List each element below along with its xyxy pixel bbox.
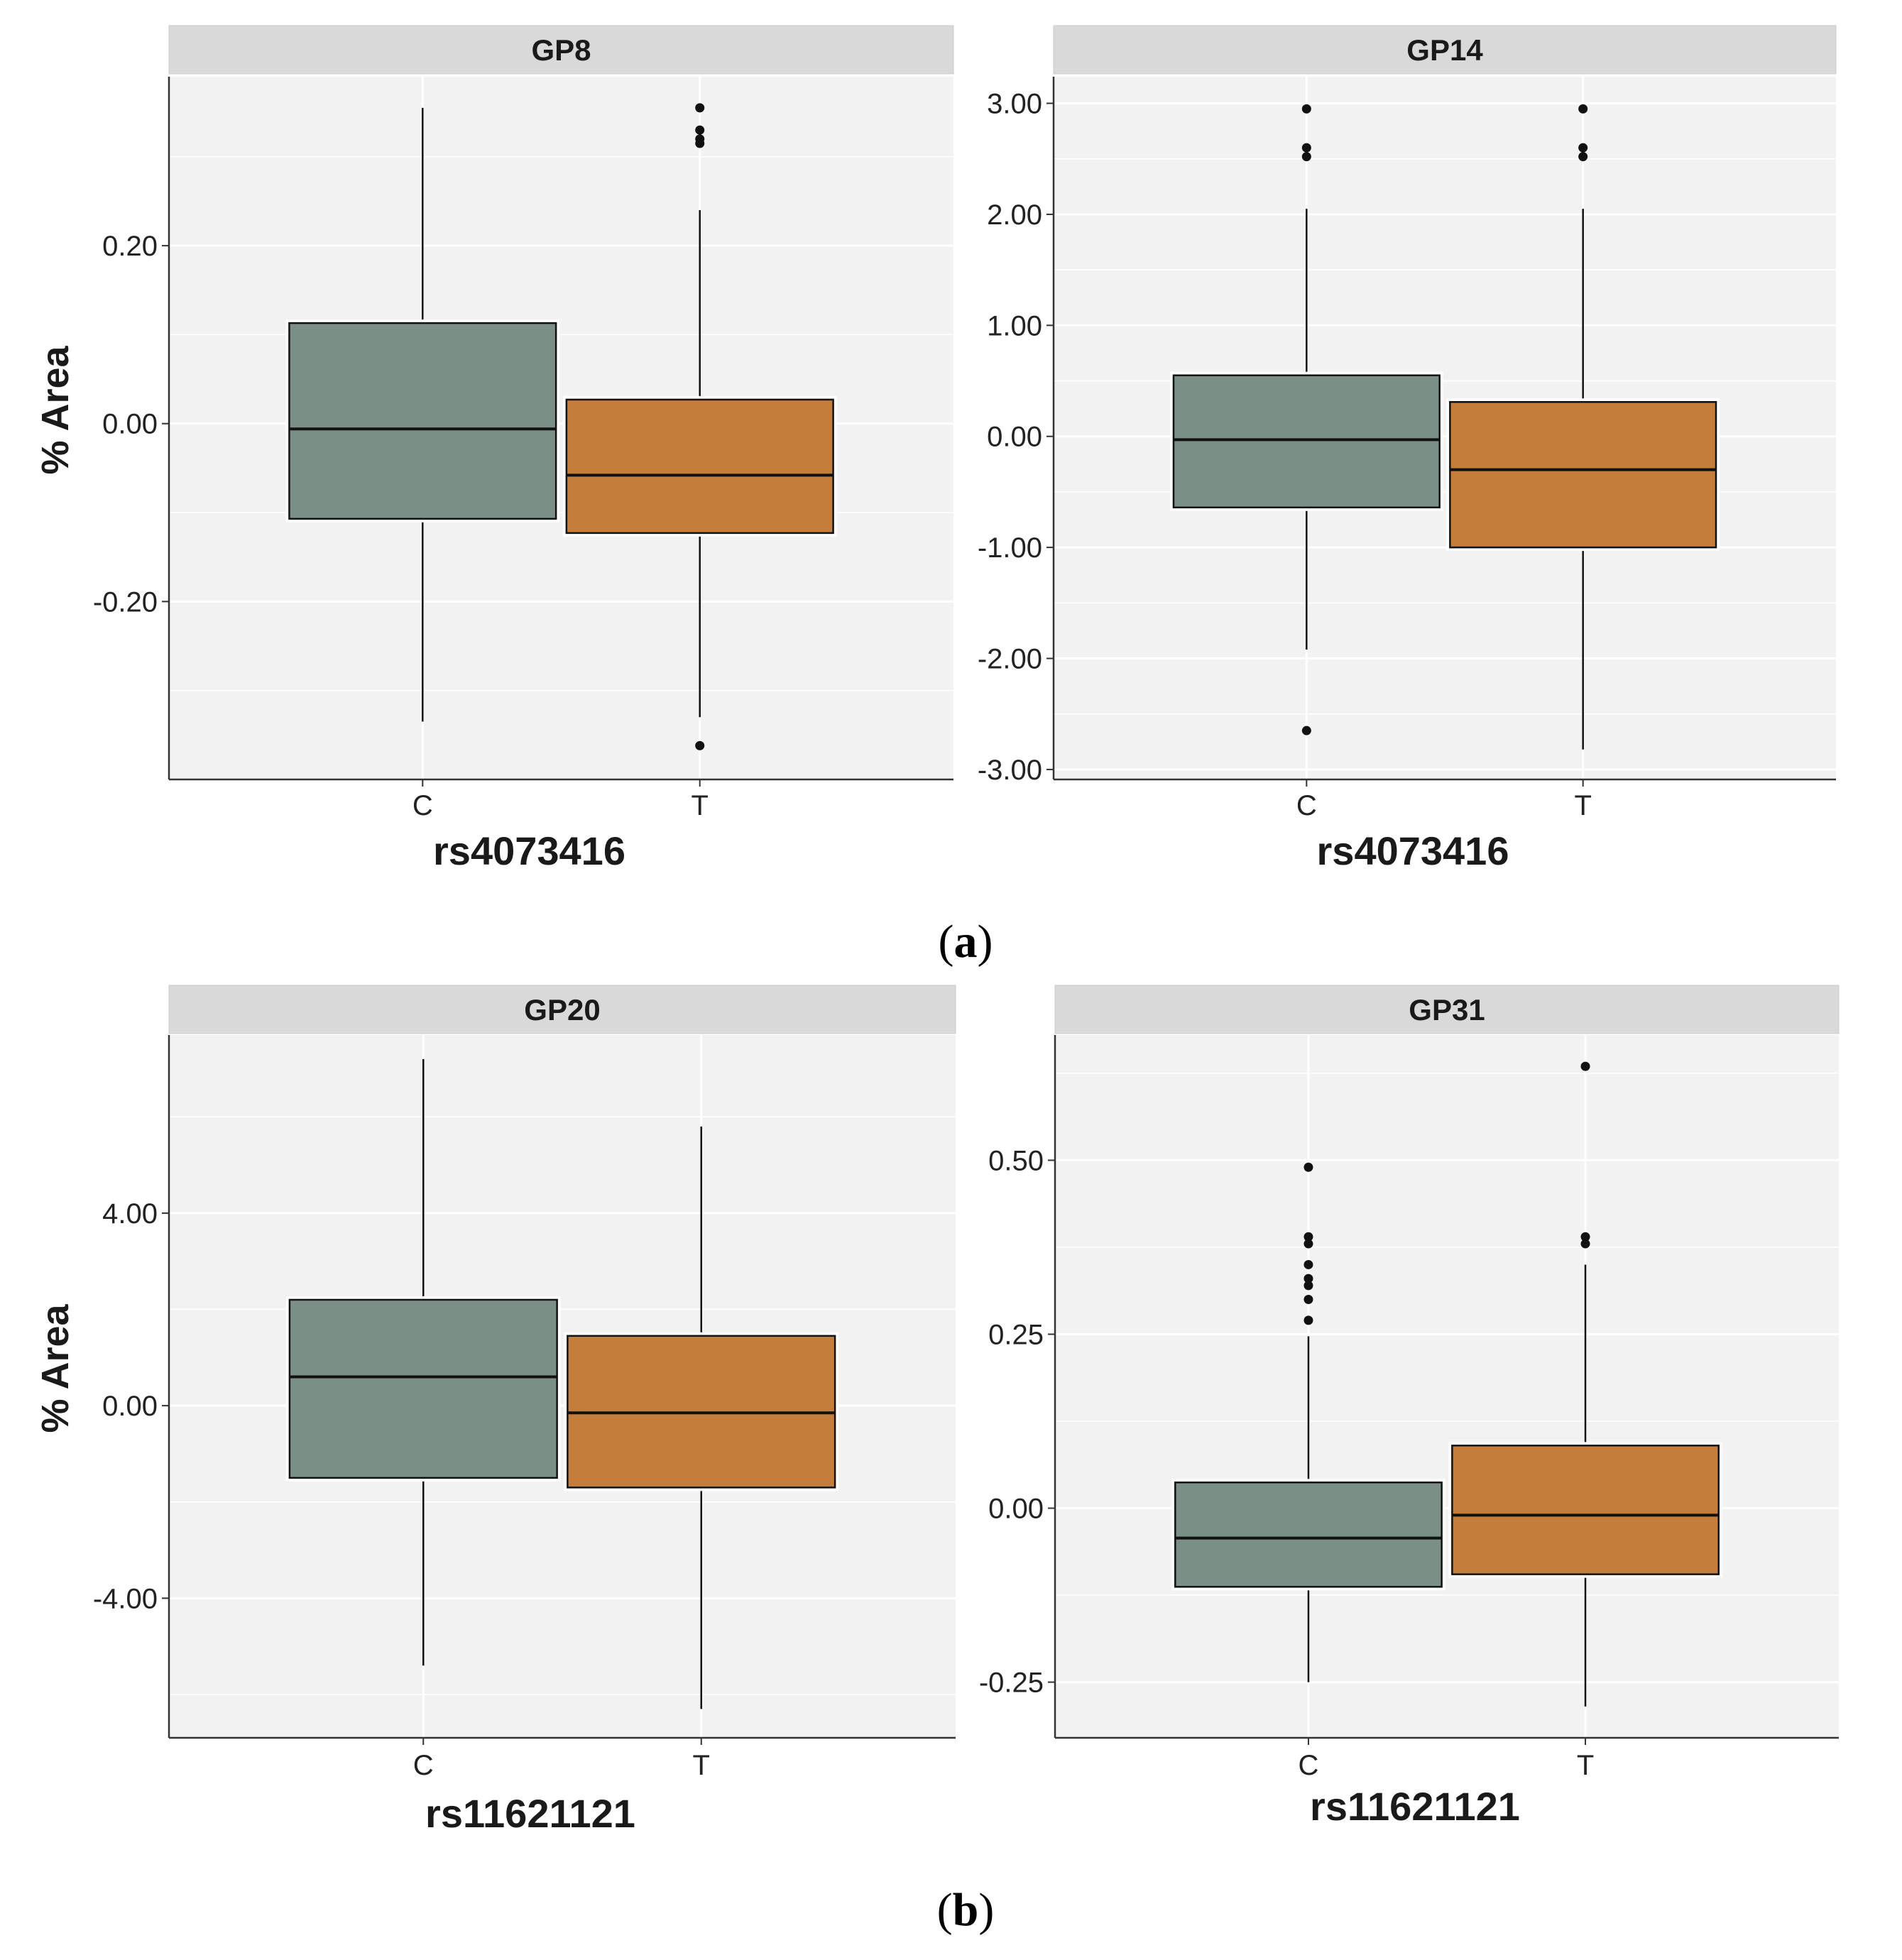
facet-strip-title: GP31 [1409,993,1485,1026]
box-body [1172,374,1441,509]
x-tick-label: C [412,790,433,821]
x-axis-title: rs11621121 [425,1791,635,1836]
caption-b-open: ( [937,1884,953,1936]
panel-gp31: -0.25 0.00 0.25 0.50 C T GP31 rs11621121 [979,985,1840,1829]
facet-strip-title: GP14 [1406,33,1483,67]
outlier-point [695,103,705,113]
outlier-point [1301,726,1311,735]
x-tick-label: T [693,1750,710,1781]
outlier-point [1303,1274,1313,1283]
outlier-point [1301,104,1311,114]
facet-strip [168,985,956,1034]
outlier-point [1303,1239,1313,1249]
y-axis-title: % Area [34,1303,77,1433]
box-t [1446,104,1720,750]
outlier-point [1580,1061,1590,1071]
facet-strip-title: GP20 [524,993,600,1026]
box-body [288,322,557,520]
y-tick-label: 4.00 [102,1198,158,1230]
x-tick-label: T [1574,790,1591,821]
box-body [1174,1482,1443,1588]
x-tick-label: C [1299,1750,1319,1781]
box-body [1449,400,1717,549]
outlier-point [1301,143,1311,153]
facet-strip [168,25,954,75]
y-axis-title: % Area [34,345,77,474]
x-axis-title: rs4073416 [1317,828,1509,873]
y-tick-label: 0.25 [988,1319,1044,1350]
outlier-point [1303,1294,1313,1304]
outlier-point [1303,1259,1313,1269]
outlier-point [695,125,705,135]
box-body [1451,1445,1720,1575]
box-body [565,398,834,535]
facet-strip [1053,25,1837,75]
box-t [1448,1061,1722,1707]
facet-strip-title: GP8 [531,33,591,67]
outlier-point [1578,104,1588,114]
x-tick-label: C [413,1750,434,1781]
y-tick-label: -0.25 [979,1668,1044,1699]
outlier-point [1301,152,1311,162]
y-tick-label: -3.00 [978,755,1042,786]
caption-b-close: ) [978,1884,994,1936]
caption-a: (a) [939,916,993,968]
y-tick-label: 2.00 [987,199,1042,231]
y-tick-label: 0.00 [102,1391,158,1422]
caption-b: (b) [937,1884,995,1936]
box-t [564,1126,839,1709]
x-tick-label: C [1296,790,1317,821]
box-c [285,1058,561,1666]
x-tick-label: T [1577,1750,1594,1781]
facet-strip [1054,985,1840,1034]
y-tick-label: 0.00 [988,1494,1044,1525]
y-tick-label: 0.20 [102,231,158,262]
caption-a-open: ( [939,916,954,968]
outlier-point [1578,143,1588,153]
panels: -0.20 0.00 0.20 C T GP8 rs4073416 % Area -3.00 -2… [34,25,1840,1836]
outlier-point [1303,1162,1313,1172]
box-c [1169,104,1443,735]
caption-a-letter: a [954,916,978,968]
y-tick-label: 3.00 [987,89,1042,120]
outlier-point [1303,1315,1313,1325]
box-c [285,107,560,722]
y-tick-label: -1.00 [978,532,1042,564]
box-c [1171,1162,1445,1682]
y-tick-label: -2.00 [978,644,1042,675]
caption-b-letter: b [953,1884,979,1936]
outlier-point [1303,1232,1313,1242]
panel-gp20: -4.00 0.00 4.00 C T GP20 rs11621121 % Area [34,985,956,1836]
y-tick-label: 0.00 [987,422,1042,453]
panel-gp14: -3.00 -2.00 -1.00 0.00 1.00 2.00 3.00 C T GP14 rs4… [978,25,1837,873]
caption-a-close: ) [978,916,993,968]
y-tick-label: -4.00 [93,1583,158,1614]
y-tick-label: 0.50 [988,1145,1044,1176]
panel-gp8: -0.20 0.00 0.20 C T GP8 rs4073416 % Area [34,25,954,873]
outlier-point [1580,1232,1590,1242]
panel-background [1055,1035,1839,1738]
x-axis-title: rs4073416 [433,828,625,873]
box-body [288,1298,558,1479]
outlier-point [1578,152,1588,162]
y-tick-label: 1.00 [987,310,1042,341]
x-axis-title: rs11621121 [1310,1784,1520,1829]
outlier-point [695,138,705,148]
x-tick-label: T [691,790,708,821]
box-t [562,103,837,750]
y-tick-label: 0.00 [102,409,158,440]
outlier-point [1580,1239,1590,1249]
outlier-point [695,740,705,750]
y-tick-label: -0.20 [93,586,158,618]
outlier-point [1303,1281,1313,1291]
